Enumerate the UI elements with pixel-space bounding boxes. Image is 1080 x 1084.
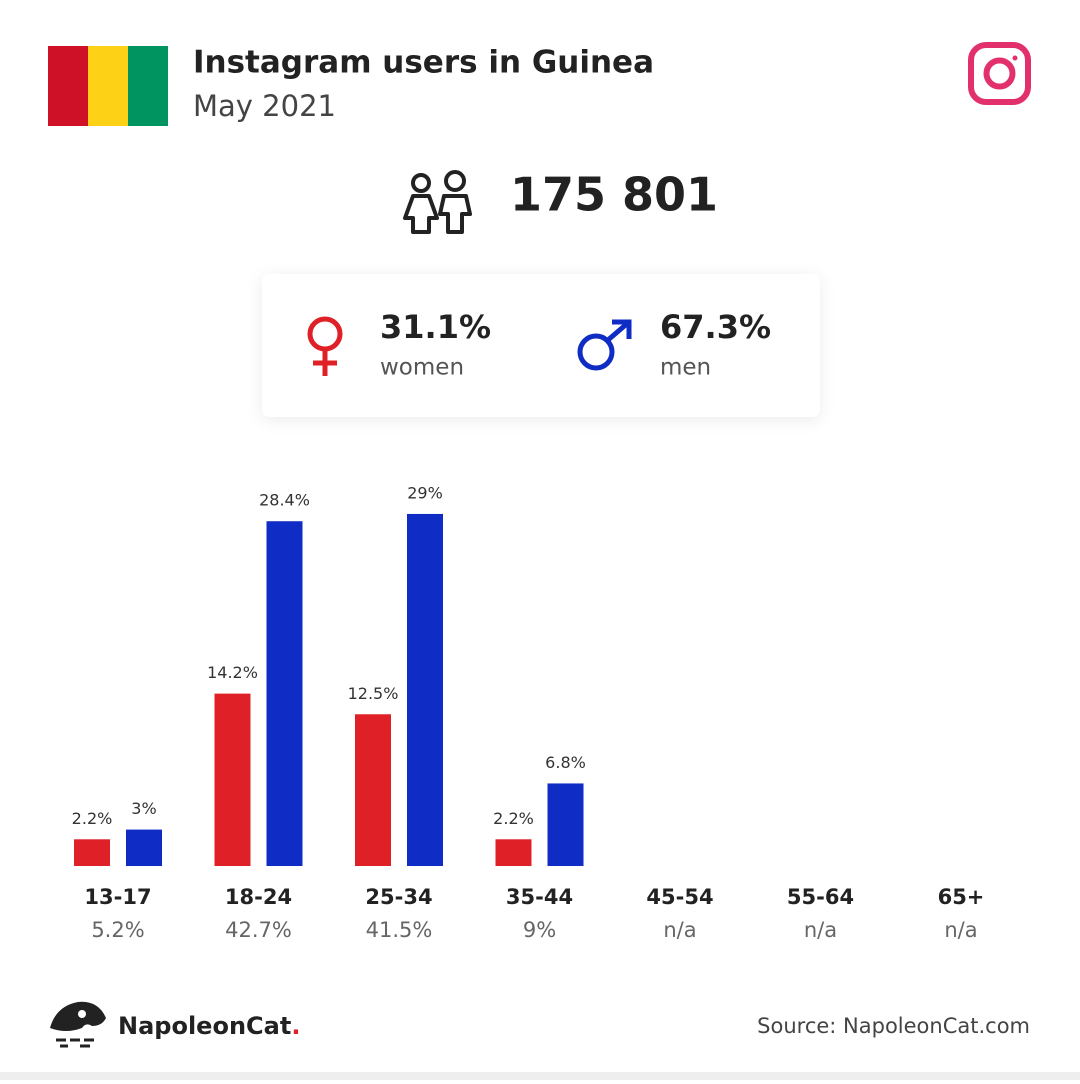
men-label: men	[660, 355, 711, 381]
category-total: n/a	[944, 918, 977, 942]
category-label: 18-24	[225, 885, 292, 909]
bar	[266, 521, 303, 866]
value-label: 6.8%	[545, 753, 586, 772]
value-label: 3%	[131, 799, 156, 818]
category-total: n/a	[804, 918, 837, 942]
brand: NapoleonCat.	[118, 1012, 300, 1040]
female-icon	[307, 316, 343, 376]
value-label: 12.5%	[348, 684, 399, 703]
subtitle: May 2021	[193, 89, 336, 123]
category-label: 45-54	[646, 885, 713, 909]
value-label: 2.2%	[72, 809, 113, 828]
category-label: 55-64	[787, 885, 854, 909]
bar	[495, 839, 532, 866]
women-label: women	[380, 355, 464, 381]
flag	[48, 46, 168, 126]
value-label: 28.4%	[259, 491, 310, 510]
bar-chart: 13-17 5.2% 2.2% 3% 18-24 42.7% 14.2% 28.4% 25-34…	[72, 483, 985, 942]
category-total: 5.2%	[91, 918, 144, 942]
category-label: 25-34	[365, 885, 432, 909]
bar	[547, 783, 584, 866]
category-total: 41.5%	[366, 918, 433, 942]
category-label: 35-44	[506, 885, 573, 909]
bar	[74, 839, 110, 866]
bar	[214, 693, 251, 866]
value-label: 29%	[407, 483, 443, 502]
brand-name: NapoleonCat	[118, 1012, 291, 1040]
title: Instagram users in Guinea	[193, 45, 654, 81]
source: Source: NapoleonCat.com	[757, 1014, 1030, 1038]
bar	[126, 829, 162, 866]
bottom-stripe	[0, 1072, 1080, 1080]
category-label: 13-17	[84, 885, 151, 909]
instagram-icon	[968, 42, 1031, 105]
men-share: 67.3%	[660, 308, 771, 346]
women-share: 31.1%	[380, 308, 491, 346]
bar	[355, 714, 391, 866]
brand-dot: .	[291, 1012, 300, 1040]
napoleoncat-logo	[50, 1001, 106, 1048]
category-total: 42.7%	[225, 918, 292, 942]
bar	[407, 513, 443, 866]
category-total: n/a	[663, 918, 696, 942]
category-label: 65+	[938, 885, 985, 909]
total-users: 175 801	[510, 168, 718, 222]
category-total: 9%	[523, 918, 556, 942]
gender-card	[262, 274, 820, 417]
value-label: 2.2%	[493, 809, 534, 828]
male-icon	[577, 319, 632, 371]
value-label: 14.2%	[207, 663, 258, 682]
users-icon	[403, 170, 472, 234]
